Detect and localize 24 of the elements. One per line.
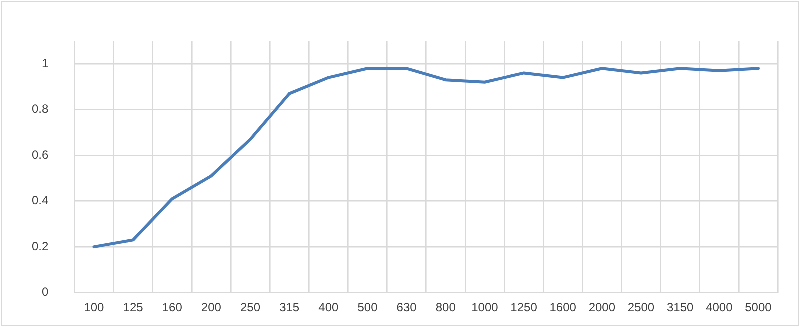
x-tick-label: 500 bbox=[358, 300, 378, 314]
x-tick-label: 1600 bbox=[550, 300, 577, 314]
y-tick-label: 0.4 bbox=[32, 194, 49, 208]
y-tick-label: 0 bbox=[42, 285, 49, 300]
y-tick-label: 1 bbox=[42, 56, 49, 70]
x-tick-label: 1250 bbox=[510, 300, 538, 314]
x-tick-label: 1000 bbox=[472, 300, 499, 314]
y-tick-label: 0.2 bbox=[32, 239, 49, 254]
x-tick-label: 3150 bbox=[666, 300, 694, 314]
x-tick-label: 100 bbox=[84, 300, 105, 314]
y-tick-label: 0.6 bbox=[32, 148, 49, 162]
x-tick-label: 2500 bbox=[628, 300, 655, 314]
x-tick-label: 200 bbox=[201, 300, 222, 314]
x-tick-label: 800 bbox=[436, 300, 456, 314]
x-tick-label: 4000 bbox=[706, 300, 734, 314]
x-tick-label: 125 bbox=[123, 300, 144, 314]
x-tick-label: 160 bbox=[162, 300, 183, 314]
x-tick-label: 2000 bbox=[588, 300, 616, 314]
y-tick-label: 0.8 bbox=[32, 102, 49, 116]
x-tick-label: 315 bbox=[280, 300, 300, 314]
x-tick-label: 5000 bbox=[745, 300, 772, 314]
x-tick-label: 250 bbox=[240, 300, 261, 314]
x-tick-label: 400 bbox=[318, 300, 339, 314]
x-tick-label: 630 bbox=[396, 300, 418, 314]
